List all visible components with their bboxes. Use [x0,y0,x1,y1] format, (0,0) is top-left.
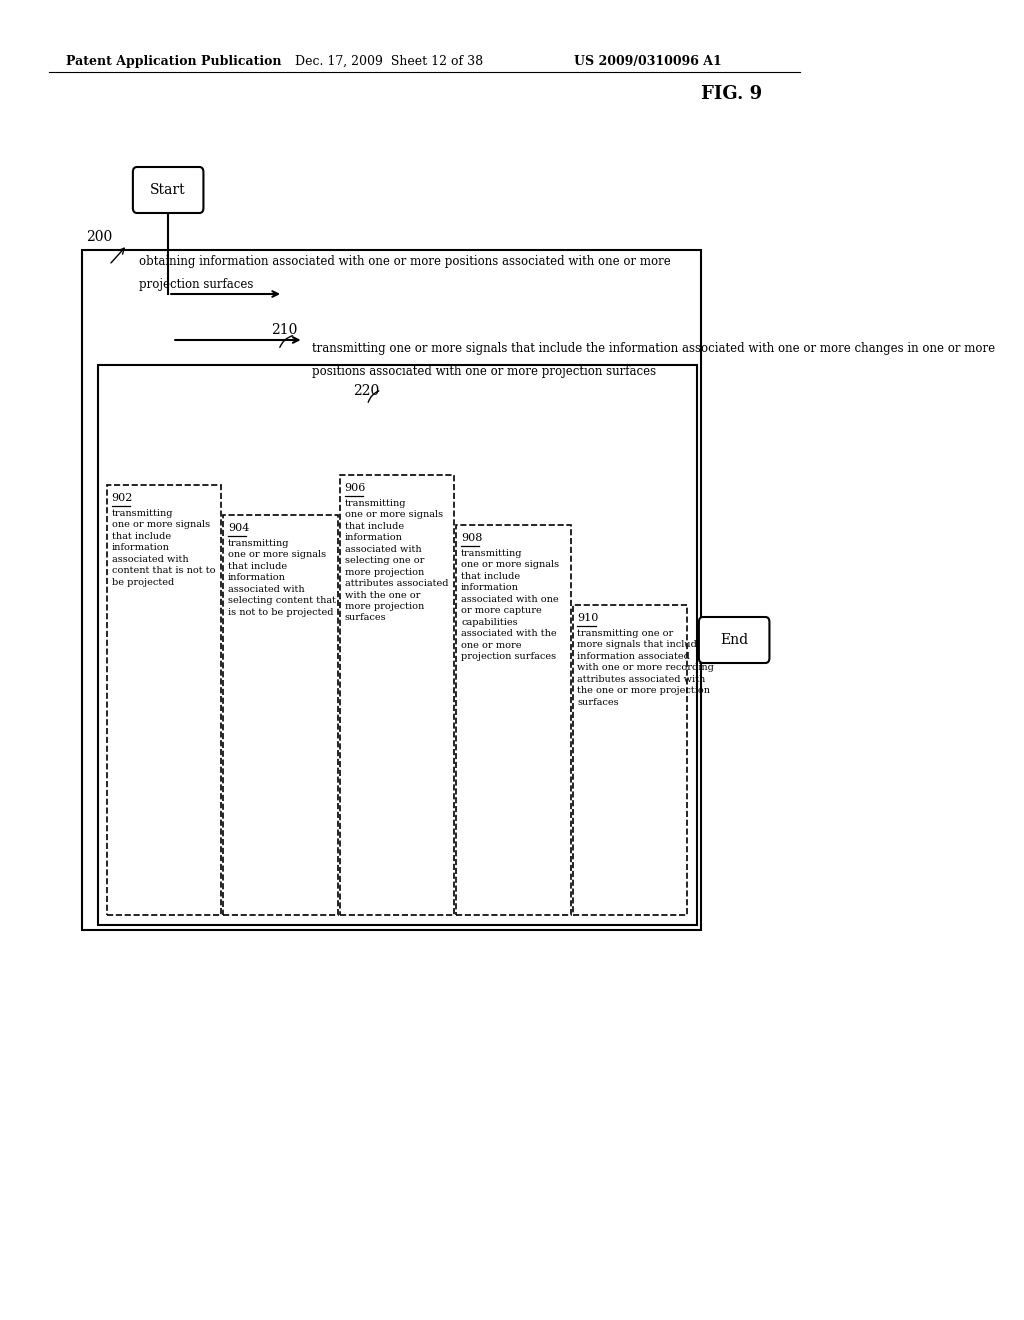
Text: transmitting one or
more signals that include
information associated
with one or: transmitting one or more signals that in… [578,630,715,706]
Text: US 2009/0310096 A1: US 2009/0310096 A1 [574,55,722,69]
Bar [340,475,455,915]
Text: FIG. 9: FIG. 9 [701,84,763,103]
Text: projection surfaces: projection surfaces [139,279,254,290]
Text: End: End [720,634,749,647]
Text: transmitting
one or more signals
that include
information
associated with
select: transmitting one or more signals that in… [228,539,336,616]
Text: Dec. 17, 2009  Sheet 12 of 38: Dec. 17, 2009 Sheet 12 of 38 [295,55,483,69]
Bar [456,525,571,915]
FancyBboxPatch shape [133,168,204,213]
Text: Start: Start [151,183,186,197]
FancyBboxPatch shape [699,616,769,663]
Bar [106,484,221,915]
Text: transmitting
one or more signals
that include
information
associated with
conten: transmitting one or more signals that in… [112,510,215,586]
Text: 906: 906 [344,483,366,492]
Text: 200: 200 [86,230,113,244]
Bar [572,605,687,915]
Text: 220: 220 [352,384,379,399]
Bar [223,515,338,915]
Text: 904: 904 [228,523,250,533]
Bar [98,366,697,925]
Text: transmitting one or more signals that include the information associated with on: transmitting one or more signals that in… [311,342,995,355]
Text: obtaining information associated with one or more positions associated with one : obtaining information associated with on… [139,255,671,268]
Text: transmitting
one or more signals
that include
information
associated with one
or: transmitting one or more signals that in… [461,549,559,661]
Text: 902: 902 [112,492,133,503]
Text: positions associated with one or more projection surfaces: positions associated with one or more pr… [311,366,655,378]
Text: 210: 210 [270,323,297,337]
Text: Patent Application Publication: Patent Application Publication [66,55,282,69]
Text: 910: 910 [578,612,599,623]
Text: transmitting
one or more signals
that include
information
associated with
select: transmitting one or more signals that in… [344,499,449,623]
Text: 908: 908 [461,533,482,543]
Bar [82,249,701,931]
